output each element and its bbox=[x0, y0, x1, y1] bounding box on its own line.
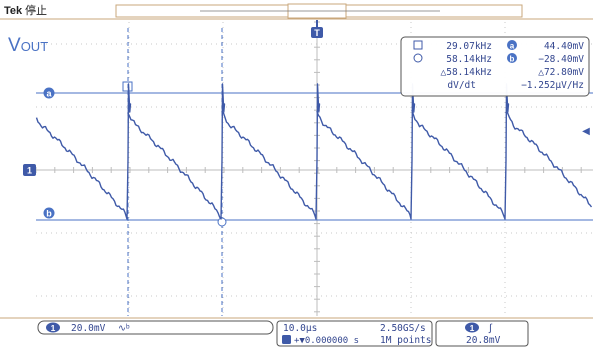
trigger-slope-icon: ∫ bbox=[488, 323, 493, 334]
channel1-ground-marker[interactable]: 1 bbox=[23, 164, 36, 176]
readout-volt-a: 44.40mV bbox=[544, 41, 584, 52]
trigger-level-marker[interactable]: ◀ bbox=[582, 126, 590, 137]
readout-delta-time: △58.14kHz bbox=[441, 67, 492, 78]
brand-label: Tek bbox=[4, 5, 23, 17]
cursor-circle-handle[interactable] bbox=[217, 217, 227, 227]
bandwidth-limit-icon: ∿ᵇ bbox=[118, 323, 130, 334]
readout-delta-volt: △72.80mV bbox=[538, 67, 584, 78]
readout-dvdt-value: −1.252µV/Hz bbox=[521, 80, 584, 91]
cursor-b-label: b bbox=[46, 209, 52, 219]
readout-volt-b: −28.40mV bbox=[538, 54, 584, 65]
run-state-label: 停止 bbox=[25, 3, 47, 17]
trigger-position-icon bbox=[282, 335, 291, 344]
channel1-scale: 20.0mV bbox=[71, 323, 106, 334]
timebase-value: 10.0µs bbox=[283, 323, 317, 334]
trigger-level-value: 20.8mV bbox=[466, 335, 501, 346]
readout-time-a: 29.07kHz bbox=[446, 41, 492, 52]
trigger-marker-label: T bbox=[314, 28, 320, 38]
record-length-value: 1M points bbox=[380, 335, 431, 346]
svg-text:a: a bbox=[510, 42, 515, 51]
channel1-marker-label: 1 bbox=[27, 166, 32, 176]
circle-cursor-icon bbox=[413, 53, 423, 63]
signal-label: VOUT bbox=[8, 35, 48, 56]
svg-text:1: 1 bbox=[470, 323, 475, 333]
sample-rate-value: 2.50GS/s bbox=[380, 323, 426, 334]
square-cursor-icon bbox=[413, 40, 423, 50]
svg-text:b: b bbox=[510, 55, 515, 64]
readout-dvdt-label: dV/dt bbox=[447, 80, 476, 91]
readout-badge-a bbox=[507, 40, 517, 50]
horizontal-settings-box[interactable]: 10.0µs 2.50GS/s +▼0.000000 s 1M points bbox=[276, 320, 433, 347]
cursor-a-marker[interactable]: a bbox=[43, 87, 55, 99]
trigger-position-value: +▼0.000000 s bbox=[294, 336, 359, 346]
channel1-scale-box[interactable]: 1 20.0mV ∿ᵇ bbox=[37, 320, 274, 335]
svg-text:1: 1 bbox=[51, 323, 56, 333]
trigger-position-marker[interactable]: T bbox=[311, 20, 323, 38]
readout-time-b: 58.14kHz bbox=[446, 54, 492, 65]
waveform-trace bbox=[35, 83, 593, 220]
readout-badge-b bbox=[507, 53, 517, 63]
cursor-b-marker[interactable]: b bbox=[43, 207, 55, 219]
trigger-settings-box[interactable]: 1 ∫ 20.8mV bbox=[435, 320, 529, 347]
cursor-square-handle[interactable] bbox=[122, 81, 133, 92]
cursor-a-label: a bbox=[46, 89, 52, 99]
cursor-readout-panel: 29.07kHz a 44.40mV 58.14kHz b −28.40mV △… bbox=[400, 36, 590, 97]
